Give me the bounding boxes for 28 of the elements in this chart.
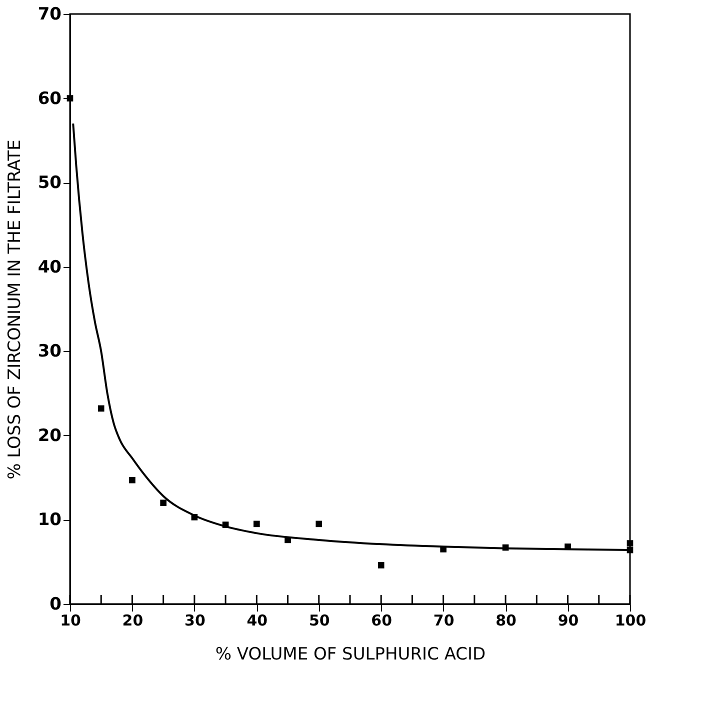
y-tick-label: 10 bbox=[38, 510, 62, 530]
x-tick-label: 50 bbox=[308, 612, 330, 630]
x-tick-label: 20 bbox=[122, 612, 144, 630]
y-tick-label: 0 bbox=[50, 594, 62, 614]
x-axis-title: % VOLUME OF SULPHURIC ACID bbox=[215, 644, 486, 664]
x-tick-label: 60 bbox=[371, 612, 392, 630]
x-tick-label: 80 bbox=[496, 612, 516, 630]
point bbox=[160, 500, 166, 506]
x-tick-label: 90 bbox=[558, 612, 579, 630]
point bbox=[254, 520, 260, 528]
x-tick-label: 10 bbox=[60, 612, 81, 630]
y-tick-label: 70 bbox=[38, 4, 62, 24]
point bbox=[316, 520, 322, 528]
y-tick-label: 60 bbox=[38, 88, 62, 109]
x-tick-label: 100 bbox=[614, 612, 646, 630]
y-axis-title: % LOSS OF ZIRCONIUM IN THE FILTRATE bbox=[4, 140, 25, 480]
x-tick-label: 70 bbox=[433, 612, 454, 630]
x-tick-label: 40 bbox=[246, 612, 268, 630]
point bbox=[378, 562, 384, 568]
point bbox=[129, 476, 136, 484]
y-tick-label: 30 bbox=[38, 342, 62, 362]
y-tick-label: 20 bbox=[38, 426, 62, 446]
x-tick-label: 30 bbox=[184, 612, 206, 630]
point bbox=[66, 95, 74, 102]
point bbox=[98, 405, 104, 412]
point bbox=[626, 540, 634, 546]
y-tick-label: 40 bbox=[38, 257, 62, 278]
y-tick-label: 50 bbox=[38, 173, 62, 194]
